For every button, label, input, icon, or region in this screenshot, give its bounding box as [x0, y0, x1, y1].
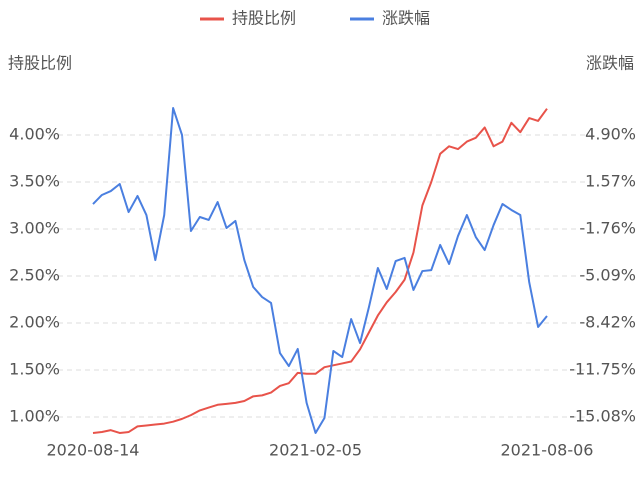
y-axis-label: 持股比例 — [8, 54, 72, 73]
x-tick-label: 2021-08-06 — [501, 441, 594, 460]
y-tick-label: 3.50% — [9, 172, 60, 191]
y2-tick-label: -1.76% — [579, 219, 636, 238]
data-line — [92, 108, 548, 434]
y2-tick-label: -15.08% — [569, 407, 636, 426]
y-tick-label: 3.00% — [9, 219, 60, 238]
x-tick-label: 2021-02-05 — [269, 441, 362, 460]
legend-label: 涨跌幅 — [382, 9, 430, 28]
data-line — [92, 107, 548, 434]
y-tick-label: 2.00% — [9, 313, 60, 332]
y2-axis-label: 涨跌幅 — [586, 54, 634, 73]
y2-tick-label: 1.57% — [585, 172, 636, 191]
legend-label: 持股比例 — [232, 9, 296, 28]
y-tick-label: 2.50% — [9, 266, 60, 285]
y2-tick-label: -5.09% — [579, 266, 636, 285]
y2-tick-label: 4.90% — [585, 125, 636, 144]
y-tick-label: 1.00% — [9, 407, 60, 426]
y2-tick-label: -11.75% — [569, 360, 636, 379]
y2-tick-label: -8.42% — [579, 313, 636, 332]
y-tick-label: 1.50% — [9, 360, 60, 379]
x-tick-label: 2020-08-14 — [47, 441, 140, 460]
y-tick-label: 4.00% — [9, 125, 60, 144]
